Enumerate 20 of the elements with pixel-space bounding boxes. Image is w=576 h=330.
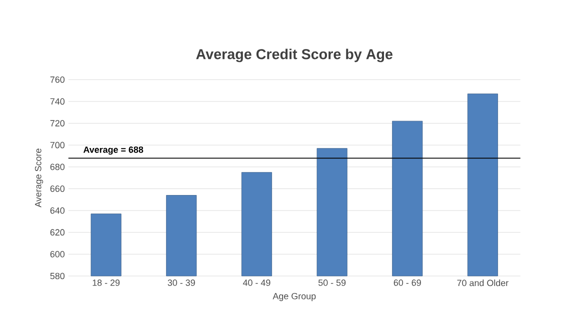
x-tick-label: 40 - 49 — [242, 280, 270, 286]
chart-title: Average Credit Score by Age — [196, 48, 392, 62]
x-axis-title: Age Group — [272, 292, 316, 302]
x-tick-label: 50 - 59 — [318, 280, 346, 286]
x-tick-label: 30 - 39 — [168, 280, 195, 286]
y-tick-label: 640 — [50, 207, 65, 214]
y-tick-label: 720 — [50, 120, 65, 126]
y-tick-label: 760 — [50, 76, 65, 83]
y-tick-label: 660 — [50, 186, 65, 192]
y-tick-label: 620 — [50, 229, 65, 236]
y-tick-label: 680 — [50, 164, 65, 170]
y-axis-title: Average Score — [34, 148, 44, 208]
ref-line-label: Average = 688 — [83, 146, 144, 155]
x-tick-label: 18 - 29 — [92, 280, 120, 286]
x-tick-label: 70 and Older — [457, 280, 508, 286]
y-tick-label: 700 — [50, 142, 65, 148]
y-tick-label: 580 — [50, 272, 65, 280]
y-tick-label: 600 — [50, 251, 65, 258]
y-tick-label: 740 — [50, 98, 65, 105]
x-tick-label: 60 - 69 — [394, 280, 421, 286]
